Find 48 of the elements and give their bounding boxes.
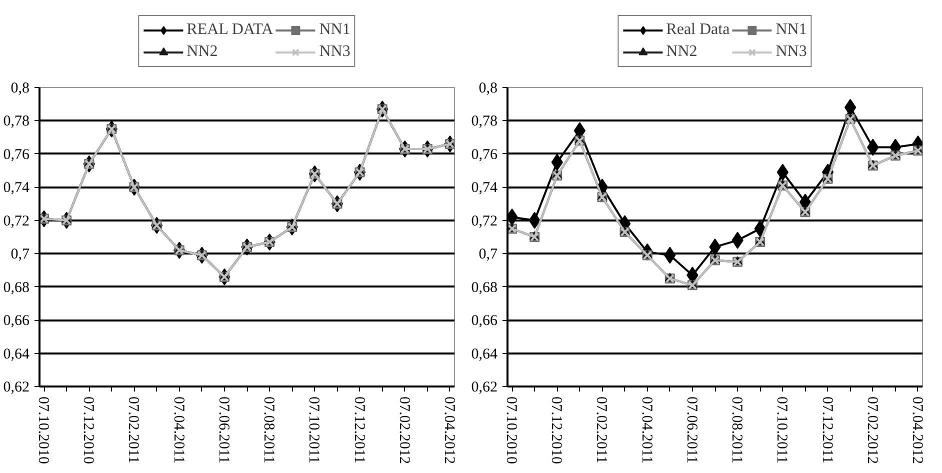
y-tick-label: 0,68 bbox=[3, 280, 30, 296]
x-tick-label: 07.10.2011 bbox=[774, 396, 790, 464]
y-tick-label: 0,74 bbox=[471, 180, 498, 196]
y-tick-label: 0,64 bbox=[3, 346, 30, 362]
y-tick-label: 0,8 bbox=[10, 80, 30, 96]
x-tick-label: 07.10.2011 bbox=[306, 396, 322, 464]
legend-label: NN3 bbox=[319, 43, 350, 61]
x-tick-label: 07.06.2011 bbox=[215, 396, 232, 464]
legend-label: NN1 bbox=[776, 21, 807, 39]
y-tick-label: 0,72 bbox=[471, 213, 498, 230]
legend-label: NN3 bbox=[776, 43, 807, 61]
x-tick-label: 07.04.2012 bbox=[440, 396, 457, 464]
x-tick-label: 07.12.2011 bbox=[350, 396, 367, 464]
x-tick-label: 07.12.2010 bbox=[548, 396, 564, 464]
x-tick-label: 07.06.2011 bbox=[683, 396, 700, 464]
y-tick-label: 0,68 bbox=[471, 280, 498, 296]
x-tick-label: 07.04.2011 bbox=[638, 396, 654, 464]
x-tick-label: 07.08.2011 bbox=[260, 396, 277, 464]
legend-label: REAL DATA bbox=[186, 21, 274, 39]
y-tick-label: 0,76 bbox=[471, 146, 498, 163]
y-tick-label: 0,66 bbox=[3, 313, 30, 330]
y-tick-label: 0,7 bbox=[10, 246, 30, 263]
legend-label: NN2 bbox=[186, 43, 218, 61]
y-tick-label: 0,62 bbox=[3, 380, 30, 396]
y-tick-label: 0,72 bbox=[3, 213, 30, 230]
x-tick-label: 07.10.2010 bbox=[503, 396, 520, 464]
x-tick-label: 07.02.2011 bbox=[593, 396, 610, 464]
y-tick-label: 0,76 bbox=[3, 146, 30, 163]
legend-label: NN1 bbox=[319, 21, 350, 39]
x-tick-label: 07.10.2010 bbox=[35, 396, 52, 464]
y-tick-label: 0,78 bbox=[471, 114, 498, 130]
x-tick-label: 07.02.2011 bbox=[125, 396, 142, 464]
x-tick-label: 07.08.2011 bbox=[728, 396, 745, 464]
y-tick-label: 0,64 bbox=[471, 346, 498, 362]
y-tick-label: 0,8 bbox=[478, 80, 498, 96]
y-tick-label: 0,62 bbox=[471, 380, 498, 396]
y-tick-label: 0,74 bbox=[3, 180, 30, 196]
y-tick-label: 0,78 bbox=[3, 114, 30, 130]
x-tick-label: 07.12.2011 bbox=[818, 396, 835, 464]
x-tick-label: 07.04.2011 bbox=[170, 396, 186, 464]
x-tick-label: 07.02.2012 bbox=[396, 396, 412, 464]
y-tick-label: 0,7 bbox=[478, 246, 498, 263]
legend-label: Real Data bbox=[666, 21, 730, 39]
y-tick-label: 0,66 bbox=[471, 313, 498, 330]
x-tick-label: 07.12.2010 bbox=[80, 396, 96, 464]
legend-label: NN2 bbox=[666, 43, 698, 61]
x-tick-label: 07.02.2012 bbox=[864, 396, 880, 464]
x-tick-label: 07.04.2012 bbox=[908, 396, 925, 464]
